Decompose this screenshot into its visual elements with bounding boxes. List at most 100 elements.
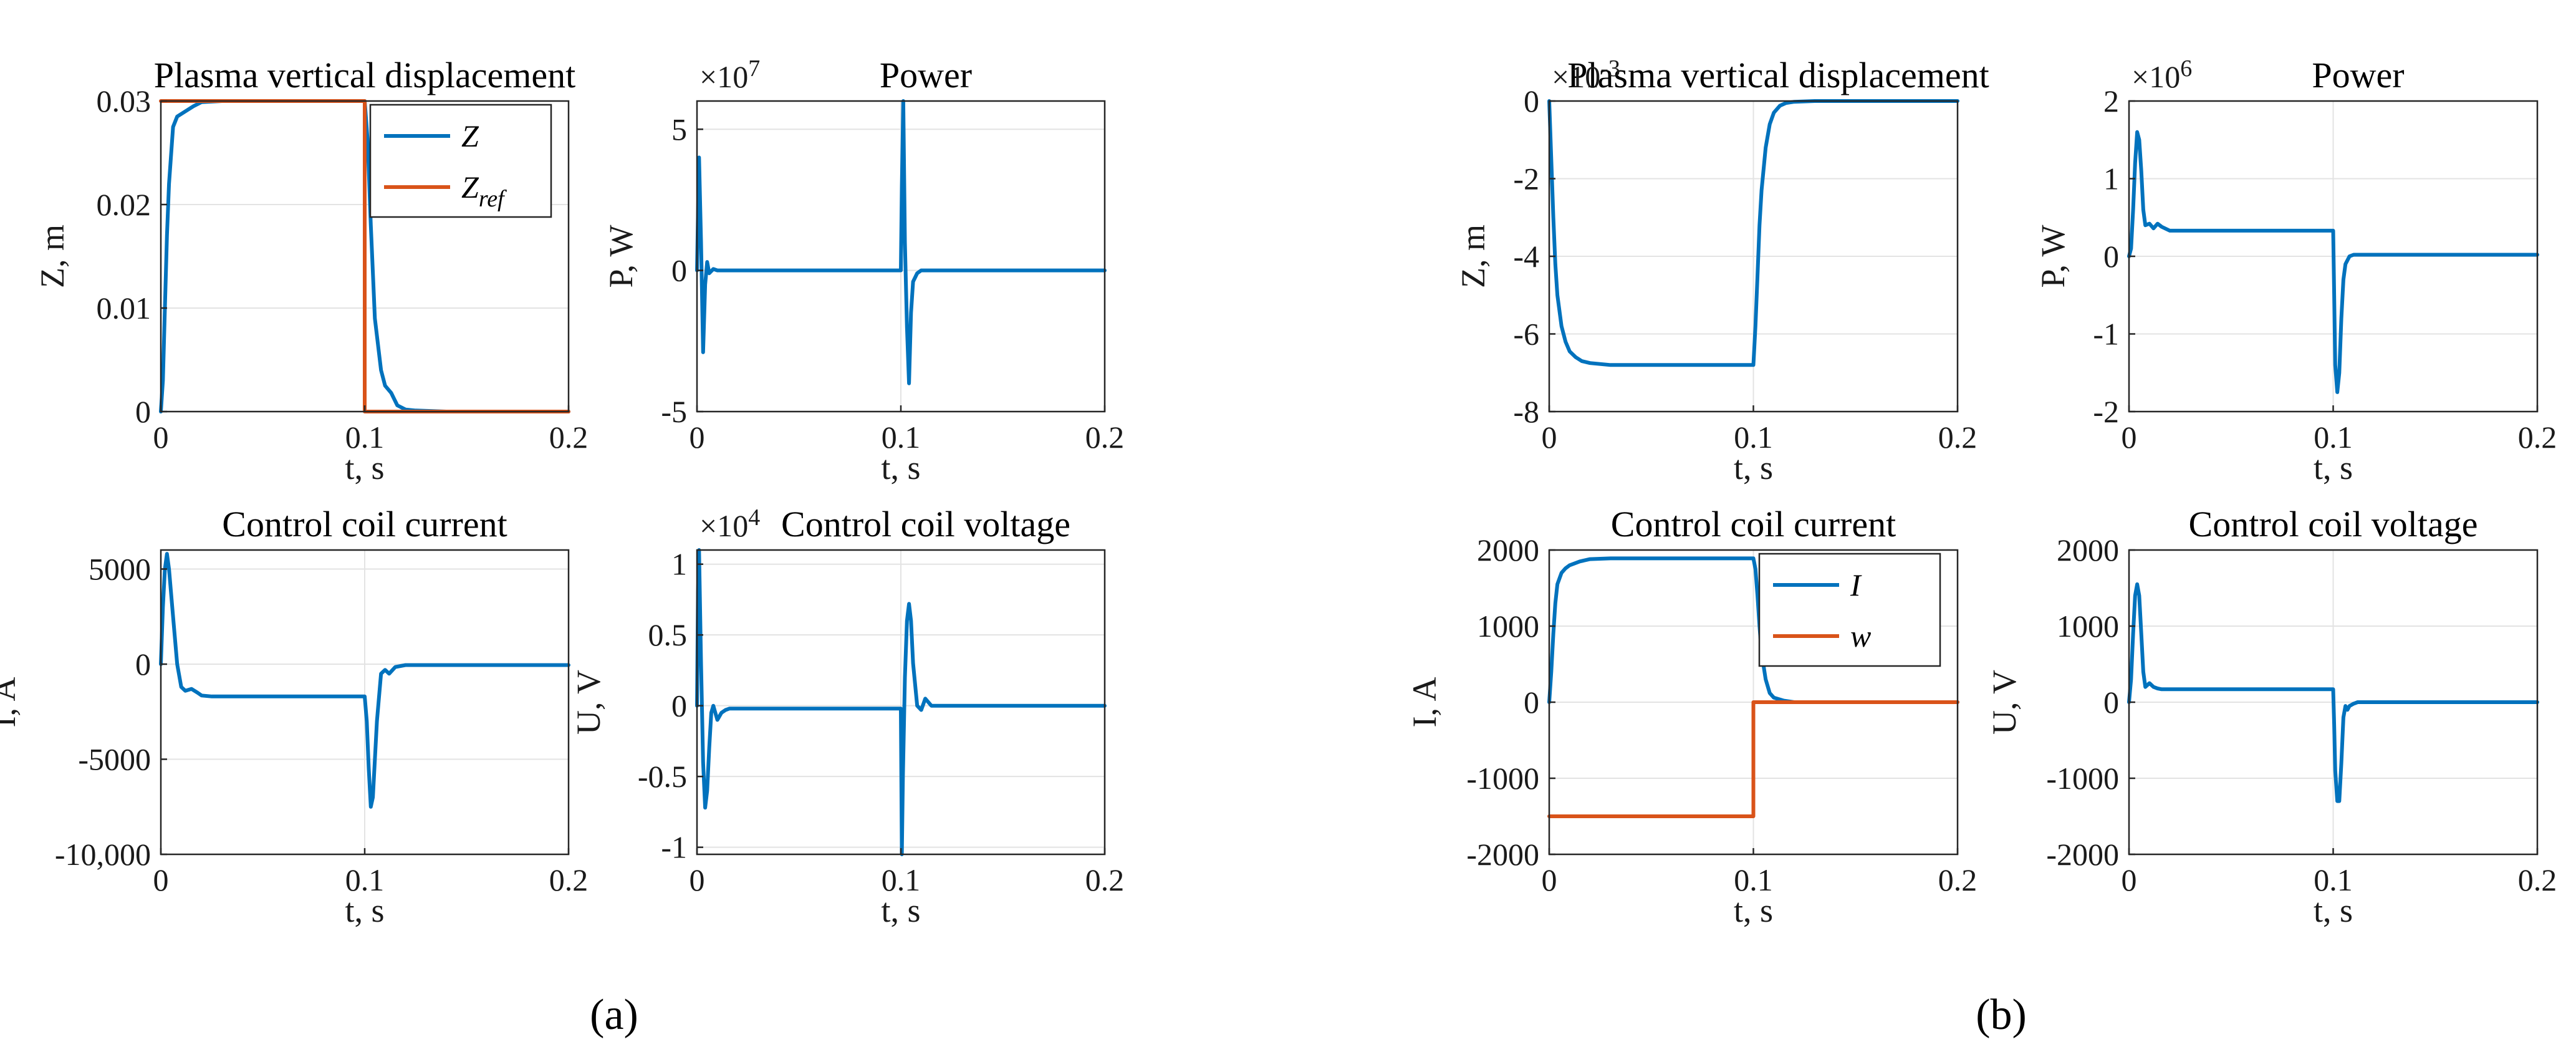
x-tick-label-b1-1: 0.1 bbox=[1734, 420, 1773, 455]
y-tick-label-b3-3: 1000 bbox=[1477, 609, 1539, 644]
chart-title-a2: Power bbox=[880, 55, 972, 95]
x-tick-label-b2-2: 0.2 bbox=[2518, 420, 2557, 455]
x-tick-label-a4-0: 0 bbox=[690, 862, 705, 897]
y-tick-label-a4-4: 1 bbox=[671, 547, 687, 582]
y-tick-label-a4-0: -1 bbox=[661, 830, 687, 865]
y-tick-label-a3-1: -5000 bbox=[78, 742, 151, 777]
y-tick-label-a2-1: 0 bbox=[671, 253, 687, 288]
y-tick-label-b3-0: -2000 bbox=[1466, 837, 1539, 872]
subfigure-caption-b: (b) bbox=[1976, 991, 2027, 1039]
y-tick-label-a1-0: 0 bbox=[135, 394, 151, 429]
y-tick-label-b1-3: -2 bbox=[1513, 162, 1539, 196]
axis-multiplier-a2: ×107 bbox=[699, 56, 760, 94]
series-line-b1-z bbox=[1547, 99, 1959, 367]
x-axis-label-a2: t, s bbox=[881, 449, 920, 486]
chart-title-b2: Power bbox=[2312, 55, 2404, 95]
x-tick-label-b1-0: 0 bbox=[1542, 420, 1557, 455]
x-tick-label-a4-1: 0.1 bbox=[882, 862, 921, 897]
y-axis-label-a3: I, A bbox=[0, 677, 22, 727]
y-tick-label-a3-3: 5000 bbox=[89, 552, 151, 587]
y-tick-label-a2-2: 5 bbox=[671, 112, 687, 147]
x-axis-label-a1: t, s bbox=[345, 449, 384, 486]
x-tick-label-a1-1: 0.1 bbox=[345, 420, 385, 455]
x-tick-label-b2-0: 0 bbox=[2122, 420, 2137, 455]
x-tick-label-b4-1: 0.1 bbox=[2314, 862, 2353, 897]
x-tick-label-b1-2: 0.2 bbox=[1938, 420, 1978, 455]
chart-a4: 0 0.1 0.2 -1 -0.5 0 0.5 1 t, s U, V Control coil v… bbox=[570, 504, 1124, 929]
y-tick-label-b4-4: 2000 bbox=[2057, 533, 2119, 567]
series-line-b4-u bbox=[2127, 582, 2539, 803]
series-line-a4-u bbox=[695, 548, 1107, 856]
y-tick-label-b2-1: -1 bbox=[2093, 317, 2119, 352]
y-tick-label-b2-4: 2 bbox=[2103, 84, 2119, 118]
chart-title-b1: Plasma vertical displacement bbox=[1567, 55, 1989, 95]
y-axis-label-b2: P, W bbox=[2034, 224, 2072, 287]
y-tick-label-b2-0: -2 bbox=[2093, 394, 2119, 429]
x-axis-label-b3: t, s bbox=[1734, 892, 1773, 929]
legend-label-b3-0: I bbox=[1850, 567, 1862, 602]
y-tick-label-a3-0: -10,000 bbox=[55, 837, 151, 872]
x-tick-label-b3-2: 0.2 bbox=[1938, 862, 1978, 897]
chart-b3: 0 0.1 0.2 -2000 -1000 0 1000 2000 t, s I, A Contro… bbox=[1406, 504, 1977, 929]
x-tick-label-b4-0: 0 bbox=[2122, 862, 2137, 897]
x-tick-label-b4-2: 0.2 bbox=[2518, 862, 2557, 897]
x-tick-label-b3-0: 0 bbox=[1542, 862, 1557, 897]
x-axis-label-b4: t, s bbox=[2314, 892, 2353, 929]
chart-b4: 0 0.1 0.2 -2000 -1000 0 1000 2000 t, s U, V Contro… bbox=[1986, 504, 2557, 929]
y-tick-label-b4-0: -2000 bbox=[2046, 837, 2119, 872]
x-axis-label-a4: t, s bbox=[881, 892, 920, 929]
chart-title-a1: Plasma vertical displacement bbox=[154, 55, 575, 95]
chart-title-a4: Control coil voltage bbox=[781, 504, 1070, 544]
legend-box-a1 bbox=[369, 104, 552, 218]
y-tick-label-b1-0: -8 bbox=[1513, 394, 1539, 429]
y-tick-label-a1-1: 0.01 bbox=[97, 291, 151, 326]
x-tick-label-a4-2: 0.2 bbox=[1085, 862, 1125, 897]
y-tick-label-a4-3: 0.5 bbox=[648, 617, 688, 652]
series-line-a3-i bbox=[159, 552, 570, 809]
legend-label-a1-1: Zref bbox=[461, 170, 507, 212]
chart-title-b3: Control coil current bbox=[1611, 504, 1896, 544]
x-tick-label-a3-2: 0.2 bbox=[549, 862, 589, 897]
x-tick-label-a1-0: 0 bbox=[153, 420, 169, 455]
series-line-b3-w bbox=[1547, 700, 1959, 818]
y-tick-label-b2-2: 0 bbox=[2103, 239, 2119, 274]
chart-title-b4: Control coil voltage bbox=[2189, 504, 2478, 544]
chart-title-a3: Control coil current bbox=[222, 504, 507, 544]
x-axis-label-b2: t, s bbox=[2314, 449, 2353, 486]
y-tick-label-b2-3: 1 bbox=[2103, 162, 2119, 196]
y-tick-label-a1-2: 0.02 bbox=[97, 187, 151, 222]
plots-layer: 0 0.1 0.2 0 0.01 0.02 0.03 t, s Z, m Plasma verti… bbox=[0, 55, 2557, 929]
y-tick-label-b1-4: 0 bbox=[1524, 84, 1539, 118]
y-tick-label-b4-1: -1000 bbox=[2046, 761, 2119, 796]
legend-label-b3-1: w bbox=[1850, 619, 1871, 654]
legend-label-a1-0: Z bbox=[461, 118, 479, 153]
y-tick-label-a1-3: 0.03 bbox=[97, 84, 151, 118]
y-tick-label-b1-1: -6 bbox=[1513, 317, 1539, 352]
y-tick-label-b4-2: 0 bbox=[2103, 685, 2119, 720]
x-tick-label-b2-1: 0.1 bbox=[2314, 420, 2353, 455]
x-axis-label-a3: t, s bbox=[345, 892, 384, 929]
chart-b2: 0 0.1 0.2 -2 -1 0 1 2 t, s P, W Power ×106 bbox=[2034, 55, 2557, 486]
x-axis-label-b1: t, s bbox=[1734, 449, 1773, 486]
y-axis-label-a4: U, V bbox=[570, 670, 607, 735]
x-tick-label-a3-0: 0 bbox=[153, 862, 169, 897]
y-tick-label-b3-1: -1000 bbox=[1466, 761, 1539, 796]
x-tick-label-b3-1: 0.1 bbox=[1734, 862, 1773, 897]
series-line-b2-p bbox=[2127, 130, 2539, 394]
y-tick-label-a2-0: -5 bbox=[661, 394, 687, 429]
y-tick-label-b3-2: 0 bbox=[1524, 685, 1539, 720]
x-tick-label-a3-1: 0.1 bbox=[345, 862, 385, 897]
axis-multiplier-b1: ×10-3 bbox=[1552, 56, 1620, 94]
y-axis-label-b1: Z, m bbox=[1454, 224, 1492, 288]
x-tick-label-a2-2: 0.2 bbox=[1085, 420, 1125, 455]
y-axis-label-b4: U, V bbox=[1986, 670, 2023, 735]
y-axis-label-a2: P, W bbox=[602, 224, 640, 287]
x-tick-label-a2-0: 0 bbox=[690, 420, 705, 455]
chart-a3: 0 0.1 0.2 -10,000 -5000 0 5000 t, s I, A Control … bbox=[0, 504, 588, 929]
y-tick-label-b1-2: -4 bbox=[1513, 239, 1539, 274]
axis-multiplier-a4: ×104 bbox=[699, 504, 760, 543]
series-line-a2-p bbox=[695, 99, 1107, 385]
axis-multiplier-b2: ×106 bbox=[2131, 56, 2192, 94]
y-tick-label-a4-1: -0.5 bbox=[638, 759, 687, 794]
